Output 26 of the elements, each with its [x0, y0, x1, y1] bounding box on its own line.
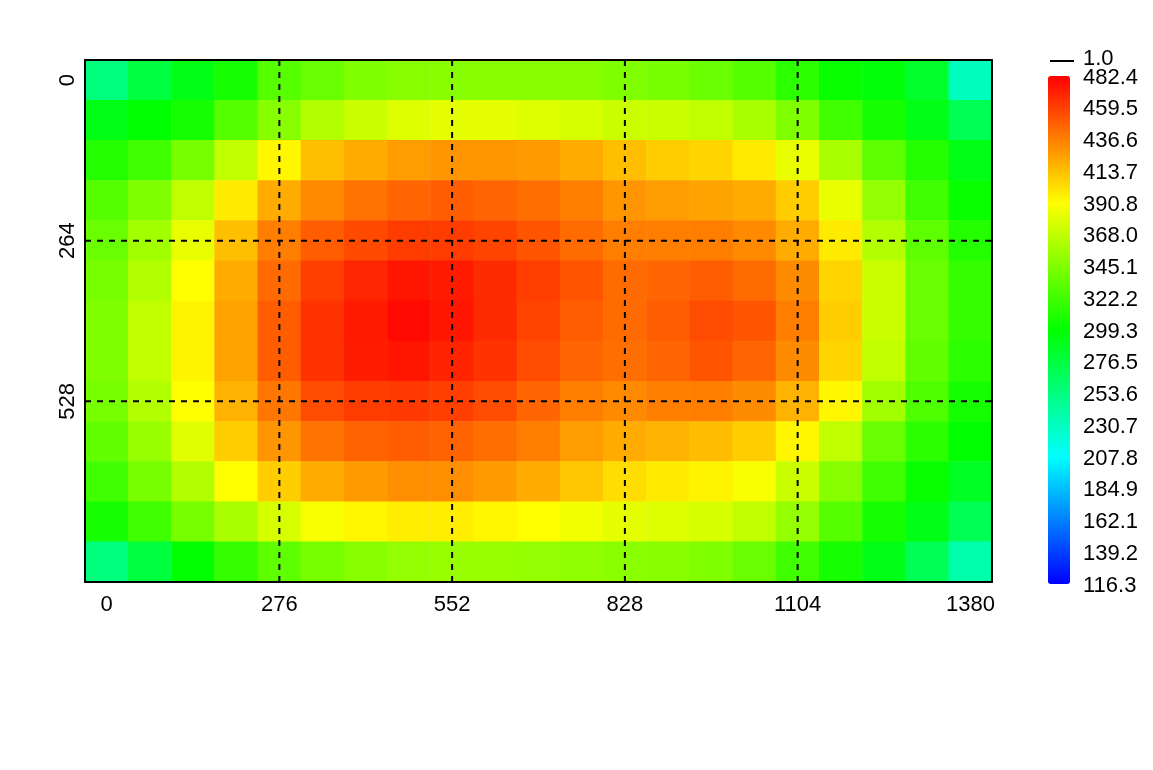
- text: 1.0: [1083, 44, 1114, 70]
- color-bar-label: 207.8: [1083, 444, 1139, 470]
- y-tick-label: 264: [53, 222, 79, 260]
- color-bar-label: 276.5: [1083, 349, 1139, 375]
- color-bar-label: 299.3: [1083, 317, 1139, 343]
- color-bar-label: 230.7: [1083, 412, 1139, 438]
- color-bar-label: 436.6: [1083, 127, 1139, 153]
- color-bar-label: 116.3: [1083, 571, 1137, 597]
- x-tick-label: 828: [606, 590, 644, 616]
- x-tick-label: 1104: [773, 590, 822, 616]
- color-bar-label: 253.6: [1083, 380, 1139, 406]
- color-bar-label: 139.2: [1083, 539, 1139, 565]
- color-bar-label: 322.2: [1083, 285, 1139, 311]
- color-bar-label: 368.0: [1083, 222, 1139, 248]
- x-tick-label: 0: [100, 590, 113, 616]
- x-tick-label: 552: [433, 590, 471, 616]
- x-tick-label: 1380: [945, 590, 995, 616]
- color-bar-label: 345.1: [1083, 254, 1139, 280]
- color-bar-label: 184.9: [1083, 476, 1139, 502]
- color-bar-label: 459.5: [1083, 95, 1139, 121]
- color-bar-label: 413.7: [1083, 158, 1139, 184]
- color-bar-label: 162.1: [1083, 507, 1139, 533]
- y-tick-label: 0: [53, 73, 79, 87]
- color-bar-label: 390.8: [1083, 190, 1139, 216]
- x-tick-label: 276: [261, 590, 298, 616]
- y-tick-label: 528: [53, 382, 79, 420]
